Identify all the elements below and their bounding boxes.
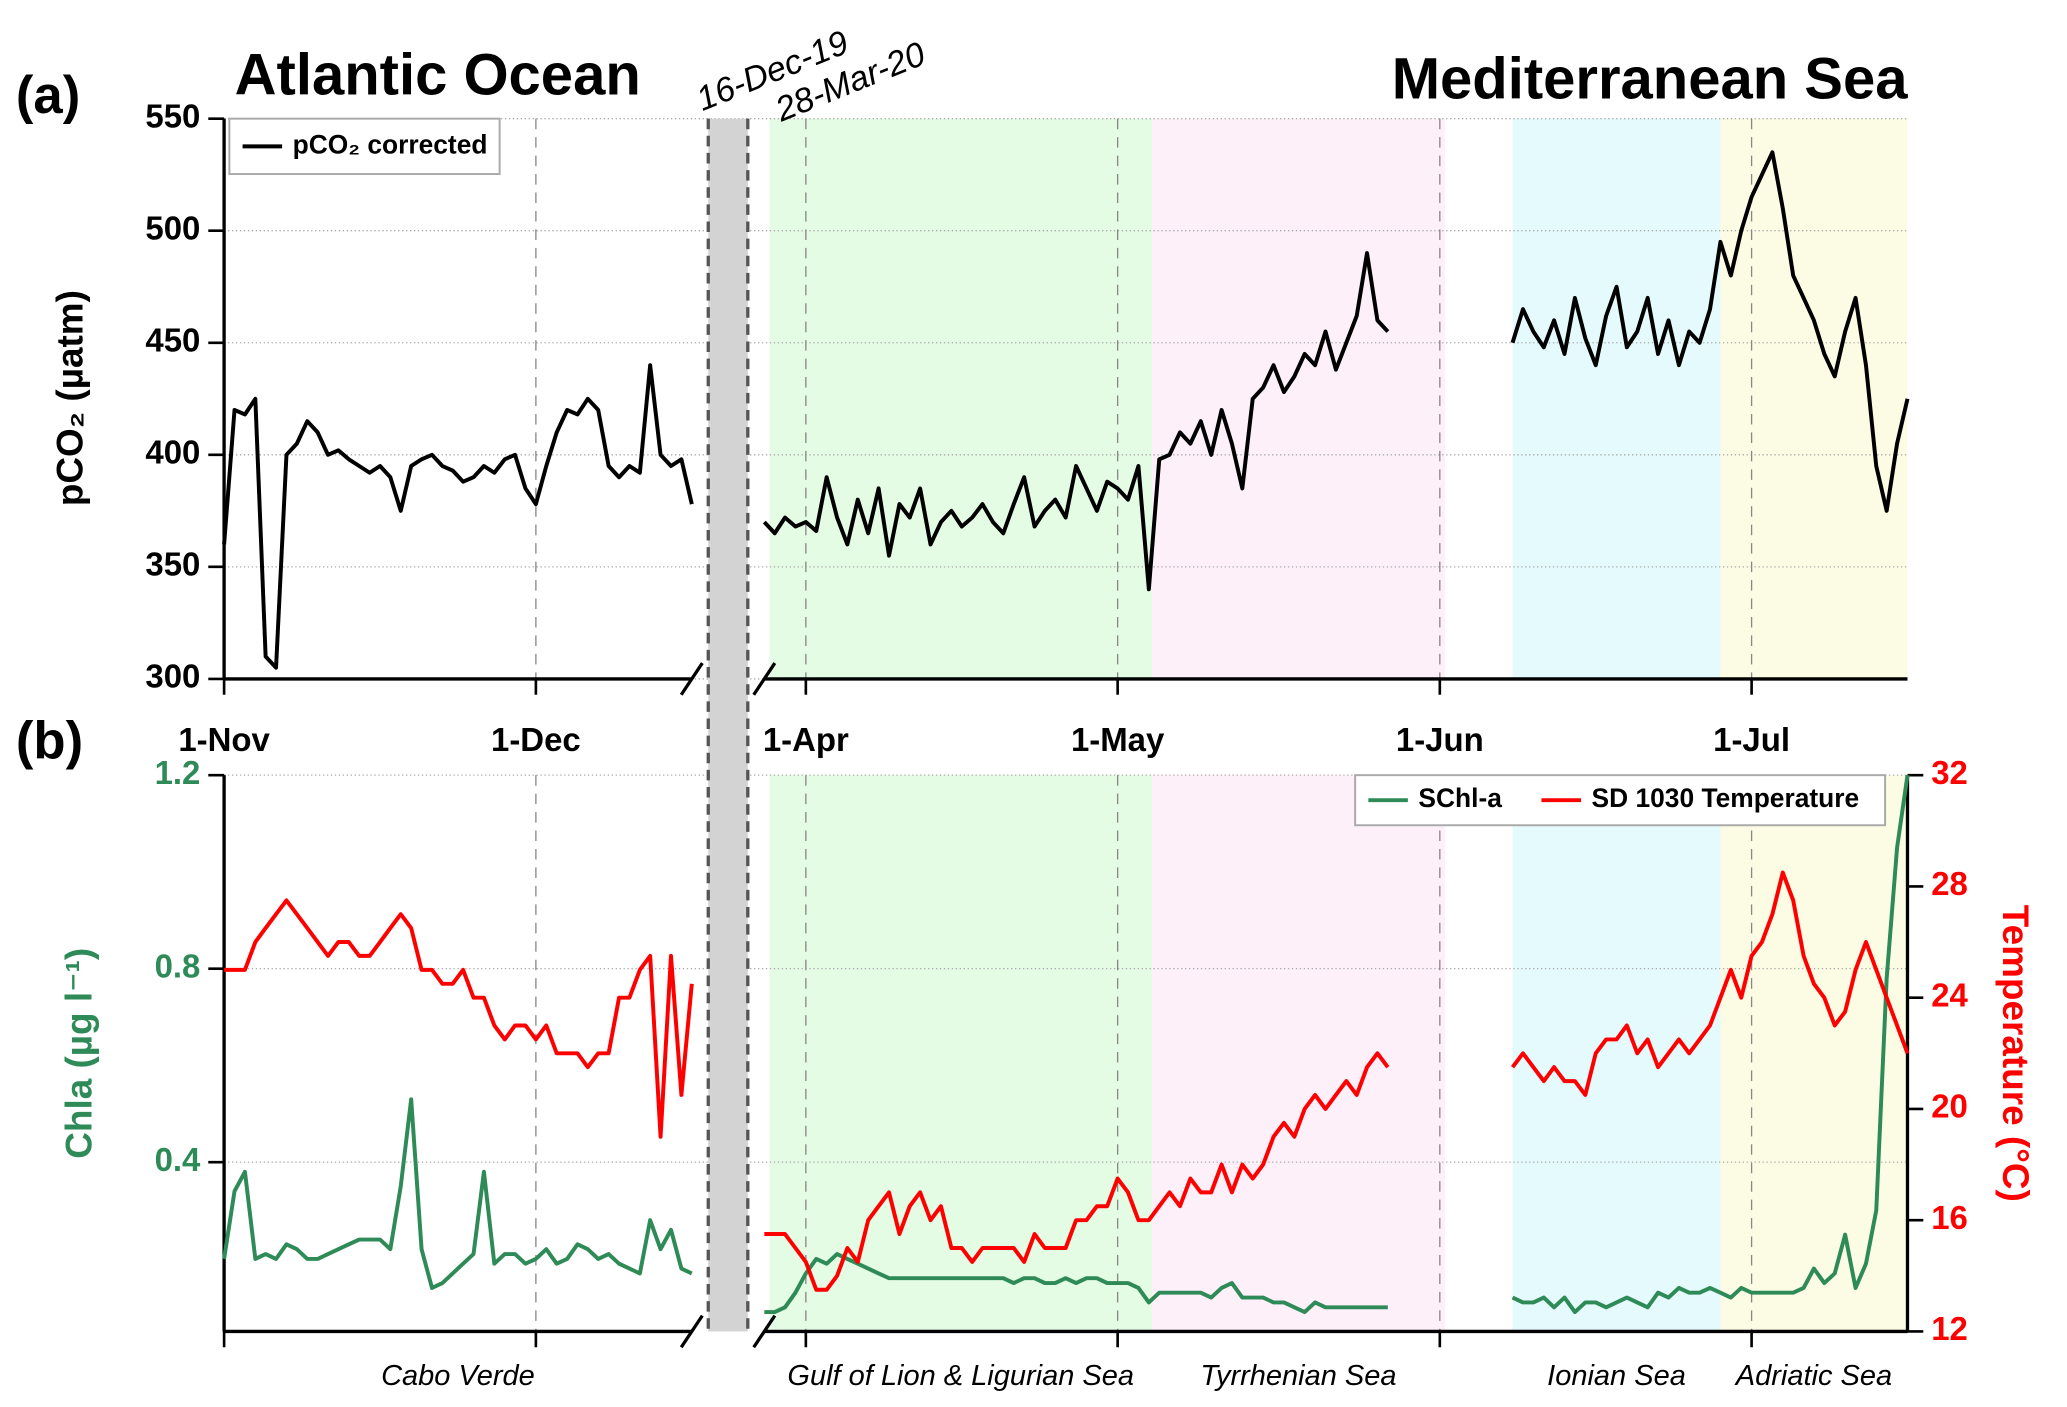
y-axis-label: Chla (µg l⁻¹) [58, 948, 99, 1159]
y2-tick-label: 32 [1931, 754, 1968, 791]
y-tick-label: 0.4 [155, 1141, 201, 1178]
region-shade [1720, 775, 1908, 1332]
region-shade [769, 775, 1152, 1332]
data-line [222, 1097, 693, 1290]
x-tick-label: 1-Dec [491, 721, 581, 758]
break-mark [752, 662, 777, 696]
x-tick-label: 1-Jun [1396, 721, 1484, 758]
x-tick-label: 1-Nov [178, 721, 270, 758]
y2-tick-label: 16 [1931, 1199, 1968, 1236]
region-label: Adriatic Sea [1734, 1360, 1892, 1392]
region-label: Gulf of Lion & Ligurian Sea [787, 1360, 1134, 1392]
panel-label: (a) [16, 66, 80, 125]
y-tick-label: 350 [145, 546, 200, 583]
x-tick-label: 1-Apr [763, 721, 849, 758]
y-tick-label: 300 [145, 658, 200, 695]
region-shade [1512, 118, 1721, 679]
y-tick-label: 400 [145, 434, 200, 471]
y-tick-label: 550 [145, 97, 200, 134]
panel-label: (b) [16, 712, 83, 771]
region-label: Cabo Verde [381, 1360, 535, 1392]
y2-tick-label: 12 [1931, 1310, 1968, 1347]
region-shade [769, 118, 1152, 679]
break-mark [679, 1314, 704, 1349]
region-label: Tyrrhenian Sea [1200, 1360, 1396, 1392]
data-line [222, 363, 694, 670]
data-line [1510, 870, 1910, 1097]
data-line [764, 1252, 1388, 1315]
title-left: Atlantic Ocean [235, 42, 641, 107]
data-line [762, 251, 1390, 592]
region-shade [1512, 775, 1721, 1332]
legend-box [1354, 774, 1887, 827]
legend-label: SD 1030 Temperature [1592, 783, 1860, 813]
data-line [224, 898, 694, 1139]
region-shade [1151, 775, 1446, 1332]
break-mark [752, 1314, 777, 1349]
y-tick-label: 450 [145, 321, 200, 358]
y2-tick-label: 28 [1931, 865, 1968, 902]
break-mark [679, 662, 704, 696]
axis-break [708, 118, 748, 1332]
y2-tick-label: 20 [1931, 1088, 1968, 1125]
y2-tick-label: 24 [1931, 976, 1968, 1013]
x-tick-label: 1-May [1071, 721, 1165, 758]
data-line [1510, 150, 1910, 513]
x-tick-label: 1-Jul [1713, 721, 1790, 758]
legend-label: pCO₂ corrected [293, 129, 488, 159]
region-label: Ionian Sea [1547, 1360, 1686, 1392]
data-line [764, 1051, 1390, 1292]
y-tick-label: 1.2 [155, 754, 201, 791]
legend-label: SChl-a [1418, 783, 1502, 813]
y2-axis-label: Temperature (°C) [1995, 905, 2036, 1202]
title-right: Mediterranean Sea [1392, 46, 1909, 111]
y-tick-label: 0.8 [155, 947, 201, 984]
y-axis-label: pCO₂ (µatm) [49, 290, 90, 506]
y-tick-label: 500 [145, 209, 200, 246]
region-shade [1151, 118, 1446, 679]
data-line [1511, 774, 1910, 1315]
